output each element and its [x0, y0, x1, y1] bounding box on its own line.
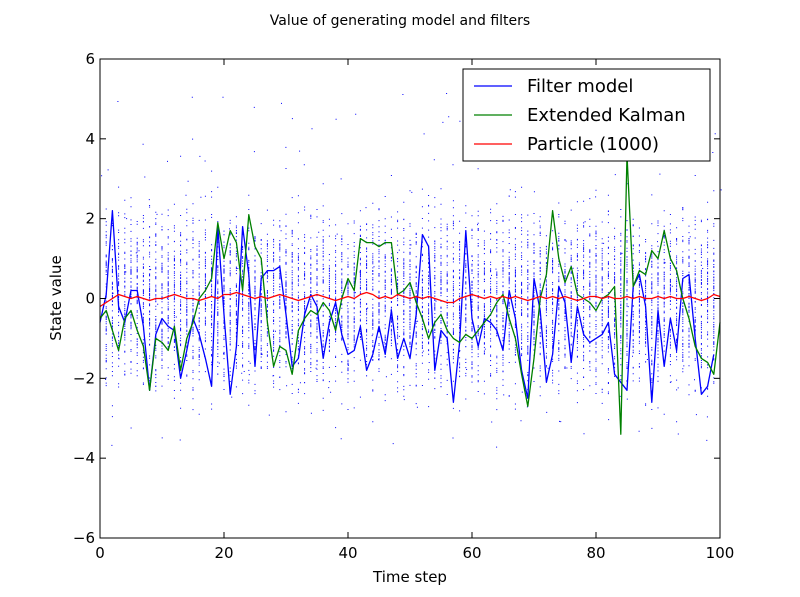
legend-label-particle: Particle (1000) [527, 134, 659, 155]
x-tick-label: 20 [214, 544, 233, 562]
x-axis-ticks: 0 20 40 60 80 100 [95, 59, 734, 562]
y-axis-ticks: −6 −4 −2 0 2 4 6 [73, 50, 720, 547]
particle-line [99, 291, 721, 308]
legend-label-filter-model: Filter model [527, 76, 633, 97]
x-tick-label: 80 [586, 544, 605, 562]
chart-title: Value of generating model and filters [270, 13, 530, 29]
y-tick-label: 2 [85, 210, 95, 228]
y-tick-label: 0 [85, 290, 95, 308]
y-tick-label: −4 [73, 449, 95, 467]
x-axis-label: Time step [372, 568, 447, 586]
x-tick-label: 0 [95, 544, 105, 562]
y-axis-label: State value [47, 255, 65, 340]
x-tick-label: 100 [706, 544, 735, 562]
y-tick-label: −6 [73, 529, 95, 547]
y-tick-label: 6 [85, 50, 95, 68]
y-tick-label: −2 [73, 369, 95, 387]
x-tick-label: 40 [338, 544, 357, 562]
legend: Filter model Extended Kalman Particle (1… [462, 68, 711, 162]
filter-model-line [99, 210, 715, 403]
y-tick-label: 4 [85, 130, 95, 148]
x-tick-label: 60 [462, 544, 481, 562]
extended-kalman-line [99, 154, 721, 435]
series-lines [99, 154, 721, 435]
legend-label-extended-kalman: Extended Kalman [527, 105, 686, 126]
